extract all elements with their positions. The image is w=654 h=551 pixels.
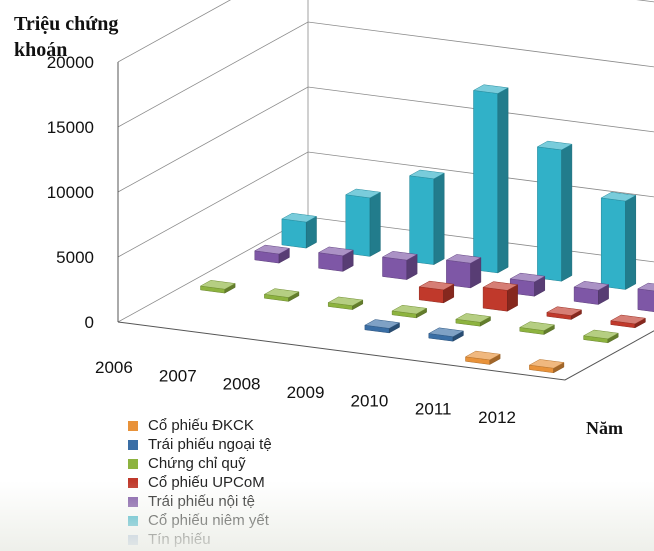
x-axis-ticks: 2006 2007 2008 2009 2010 2011 2012 <box>95 358 516 427</box>
legend-swatch <box>128 420 138 431</box>
chart-bars <box>199 84 654 374</box>
bar <box>519 321 556 335</box>
bar <box>428 327 465 342</box>
y-tick-label: 10000 <box>47 183 94 202</box>
bar <box>582 329 619 344</box>
bar <box>327 296 364 311</box>
gridline <box>117 151 654 258</box>
legend-item: Trái phiếu ngoại tệ <box>128 435 272 454</box>
chart-legend: Cổ phiếu ĐKCK Trái phiếu ngoại tệ Chứng ch… <box>128 416 272 549</box>
bar <box>263 288 300 302</box>
x-tick-label: 2009 <box>287 383 325 402</box>
chart-walls <box>117 0 654 381</box>
legend-item: Tín phiếu <box>128 530 272 549</box>
bar <box>528 359 565 374</box>
bar <box>482 281 519 312</box>
floor-edge <box>117 321 654 381</box>
y-tick-label: 0 <box>85 313 94 332</box>
legend-swatch <box>128 534 138 545</box>
legend-swatch <box>128 477 138 488</box>
bar <box>445 254 482 289</box>
legend-label: Tín phiếu <box>148 531 211 548</box>
y-tick-label: 20000 <box>47 53 94 72</box>
y-axis-ticks: 0 5000 10000 15000 20000 <box>47 53 94 332</box>
legend-swatch <box>128 439 138 450</box>
bar <box>364 319 401 334</box>
bar <box>573 281 610 305</box>
legend-label: Cổ phiếu ĐKCK <box>148 417 254 434</box>
bar <box>345 188 382 257</box>
bar <box>546 306 583 320</box>
gridline <box>117 21 654 128</box>
legend-item: Cổ phiếu UPCoM <box>128 473 272 492</box>
x-tick-label: 2011 <box>415 400 452 419</box>
bar <box>610 314 647 329</box>
x-tick-label: 2006 <box>95 358 133 377</box>
y-tick-label: 15000 <box>47 118 94 137</box>
legend-item: Trái phiếu nội tệ <box>128 492 272 511</box>
legend-label: Cổ phiếu UPCoM <box>148 474 265 491</box>
bar <box>472 84 509 274</box>
x-tick-label: 2012 <box>478 408 516 427</box>
bar <box>536 140 573 282</box>
bar <box>199 280 236 294</box>
legend-item: Cổ phiếu ĐKCK <box>128 416 272 435</box>
y-tick-label: 5000 <box>56 248 94 267</box>
bar <box>418 280 455 304</box>
legend-item: Cổ phiếu niêm yết <box>128 511 272 530</box>
bar <box>391 304 428 319</box>
legend-label: Trái phiếu ngoại tệ <box>148 436 272 453</box>
bar <box>408 169 445 266</box>
legend-swatch <box>128 515 138 526</box>
legend-label: Cổ phiếu niêm yết <box>148 512 269 529</box>
bar <box>254 244 291 264</box>
bar <box>637 282 654 312</box>
legend-swatch <box>128 458 138 469</box>
bar <box>455 313 492 327</box>
x-axis-title: Năm <box>586 418 623 438</box>
bar <box>281 212 318 249</box>
gridline <box>117 0 654 63</box>
x-tick-label: 2010 <box>350 391 388 410</box>
bar <box>600 191 637 290</box>
legend-item: Chứng chỉ quỹ <box>128 454 272 473</box>
bar <box>464 350 501 365</box>
gridline <box>117 86 654 193</box>
bar <box>317 246 354 272</box>
x-tick-label: 2007 <box>159 366 197 385</box>
bar <box>381 251 418 281</box>
y-axis-title: Triệu chứng khoán <box>14 13 123 61</box>
legend-label: Trái phiếu nội tệ <box>148 493 256 510</box>
legend-swatch <box>128 496 138 507</box>
legend-label: Chứng chỉ quỹ <box>148 455 246 472</box>
x-tick-label: 2008 <box>223 375 261 394</box>
